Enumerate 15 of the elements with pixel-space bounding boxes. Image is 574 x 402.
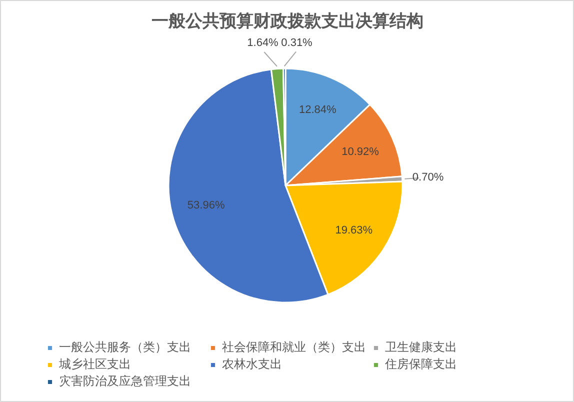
legend-label: 一般公共服务（类）支出 bbox=[59, 339, 192, 356]
legend-label: 社会保障和就业（类）支出 bbox=[222, 339, 367, 356]
legend-label: 城乡社区支出 bbox=[59, 356, 132, 373]
data-label: 53.96% bbox=[187, 200, 225, 212]
legend-label: 住房保障支出 bbox=[385, 356, 458, 373]
data-label: 10.92% bbox=[342, 146, 380, 158]
chart-title: 一般公共预算财政拨款支出决算结构 bbox=[152, 12, 424, 32]
legend-label: 卫生健康支出 bbox=[385, 339, 458, 356]
data-label: 1.64% bbox=[247, 37, 279, 50]
data-label: 0.70% bbox=[412, 172, 444, 184]
legend-label: 灾害防治及应急管理支出 bbox=[59, 373, 192, 390]
data-label: 19.63% bbox=[335, 224, 373, 237]
legend-label: 农林水支出 bbox=[222, 356, 283, 373]
data-label: 0.31% bbox=[281, 36, 313, 49]
data-label: 12.84% bbox=[298, 104, 337, 116]
